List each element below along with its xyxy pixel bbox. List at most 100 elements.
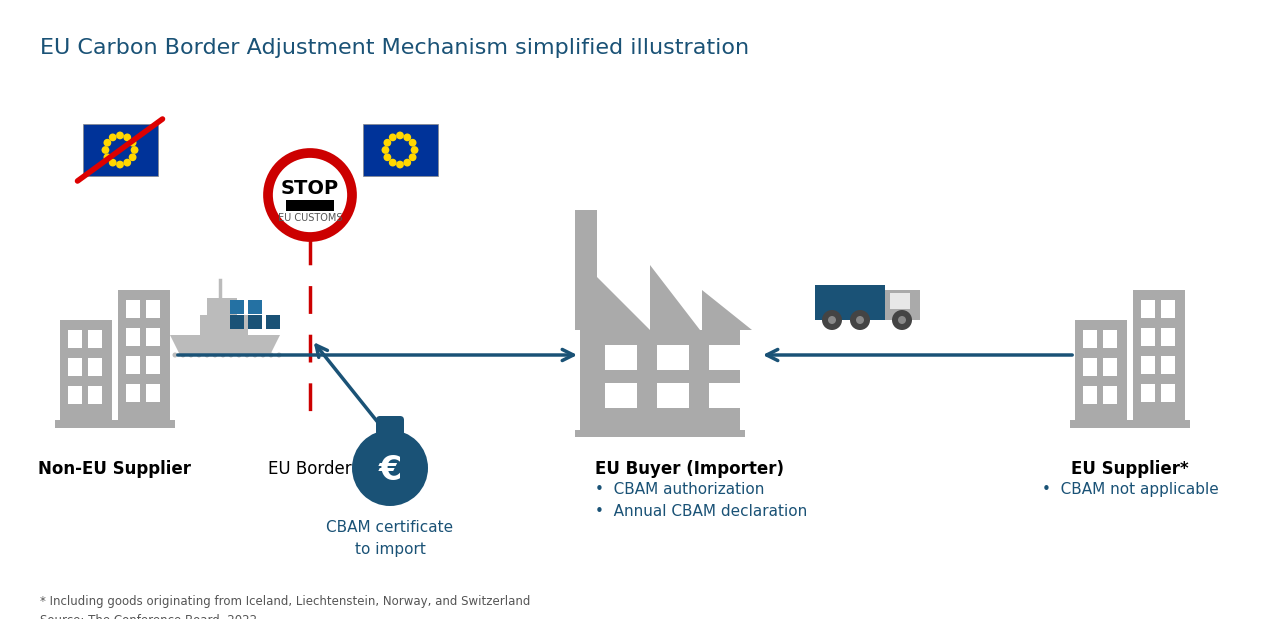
FancyBboxPatch shape — [248, 300, 262, 314]
Circle shape — [129, 154, 137, 161]
Text: EU Border: EU Border — [269, 460, 352, 478]
Text: •  CBAM authorization: • CBAM authorization — [595, 482, 764, 497]
FancyBboxPatch shape — [1075, 320, 1126, 420]
FancyBboxPatch shape — [1103, 330, 1117, 348]
Text: EU Carbon Border Adjustment Mechanism simplified illustration: EU Carbon Border Adjustment Mechanism si… — [40, 38, 749, 58]
Circle shape — [389, 158, 397, 167]
FancyBboxPatch shape — [1161, 328, 1175, 346]
Circle shape — [131, 146, 138, 154]
FancyBboxPatch shape — [125, 300, 140, 318]
Circle shape — [173, 352, 178, 358]
Circle shape — [180, 352, 186, 358]
Text: €: € — [379, 454, 402, 487]
Circle shape — [101, 146, 109, 154]
Circle shape — [129, 139, 137, 147]
Text: * Including goods originating from Iceland, Liechtenstein, Norway, and Switzerla: * Including goods originating from Icela… — [40, 595, 530, 619]
Polygon shape — [595, 275, 650, 330]
FancyBboxPatch shape — [580, 330, 740, 430]
FancyBboxPatch shape — [82, 124, 157, 176]
FancyBboxPatch shape — [709, 383, 741, 408]
FancyBboxPatch shape — [1103, 358, 1117, 376]
Circle shape — [104, 154, 111, 161]
Circle shape — [205, 352, 210, 358]
FancyBboxPatch shape — [1140, 384, 1155, 402]
Circle shape — [269, 352, 274, 358]
Circle shape — [244, 352, 250, 358]
Circle shape — [411, 146, 419, 154]
FancyBboxPatch shape — [657, 383, 689, 408]
FancyBboxPatch shape — [88, 358, 102, 376]
Circle shape — [268, 153, 352, 237]
FancyBboxPatch shape — [890, 293, 910, 309]
FancyBboxPatch shape — [376, 416, 404, 436]
Text: •  CBAM not applicable: • CBAM not applicable — [1042, 482, 1219, 497]
Text: EU Supplier*: EU Supplier* — [1071, 460, 1189, 478]
Circle shape — [856, 316, 864, 324]
Circle shape — [252, 352, 257, 358]
FancyBboxPatch shape — [575, 430, 745, 437]
FancyBboxPatch shape — [88, 330, 102, 348]
Text: EU CUSTOMS: EU CUSTOMS — [278, 213, 342, 223]
FancyBboxPatch shape — [68, 330, 82, 348]
FancyBboxPatch shape — [230, 315, 244, 329]
FancyBboxPatch shape — [285, 200, 334, 211]
Circle shape — [822, 310, 842, 330]
Circle shape — [109, 134, 116, 141]
Circle shape — [109, 158, 116, 167]
Text: STOP: STOP — [280, 180, 339, 199]
Text: CBAM certificate
to import: CBAM certificate to import — [326, 520, 453, 557]
FancyBboxPatch shape — [125, 384, 140, 402]
Circle shape — [384, 139, 392, 147]
Circle shape — [403, 158, 411, 167]
FancyBboxPatch shape — [248, 315, 262, 329]
FancyBboxPatch shape — [1140, 328, 1155, 346]
FancyBboxPatch shape — [146, 328, 160, 346]
Polygon shape — [650, 265, 700, 330]
Circle shape — [403, 134, 411, 141]
Circle shape — [396, 161, 404, 168]
FancyBboxPatch shape — [815, 285, 884, 320]
FancyBboxPatch shape — [88, 386, 102, 404]
FancyBboxPatch shape — [709, 345, 741, 370]
FancyBboxPatch shape — [1140, 356, 1155, 374]
FancyBboxPatch shape — [362, 124, 438, 176]
Text: •  Annual CBAM declaration: • Annual CBAM declaration — [595, 504, 808, 519]
FancyBboxPatch shape — [200, 315, 248, 337]
FancyBboxPatch shape — [1161, 356, 1175, 374]
FancyBboxPatch shape — [55, 420, 175, 428]
Circle shape — [389, 134, 397, 141]
FancyBboxPatch shape — [230, 300, 244, 314]
Circle shape — [384, 154, 392, 161]
Circle shape — [123, 134, 131, 141]
Circle shape — [123, 158, 131, 167]
FancyBboxPatch shape — [1083, 330, 1097, 348]
Circle shape — [892, 310, 911, 330]
Circle shape — [116, 161, 124, 168]
FancyBboxPatch shape — [1083, 358, 1097, 376]
Circle shape — [188, 352, 193, 358]
FancyBboxPatch shape — [657, 345, 689, 370]
Circle shape — [408, 154, 416, 161]
FancyBboxPatch shape — [1070, 420, 1190, 428]
Circle shape — [899, 316, 906, 324]
FancyBboxPatch shape — [118, 290, 170, 420]
Circle shape — [828, 316, 836, 324]
Circle shape — [261, 352, 265, 358]
FancyBboxPatch shape — [146, 356, 160, 374]
Circle shape — [197, 352, 201, 358]
Circle shape — [237, 352, 242, 358]
FancyBboxPatch shape — [1140, 300, 1155, 318]
Circle shape — [116, 132, 124, 139]
Circle shape — [276, 352, 282, 358]
Polygon shape — [170, 335, 280, 355]
FancyBboxPatch shape — [207, 298, 237, 316]
Text: EU Buyer (Importer): EU Buyer (Importer) — [595, 460, 783, 478]
FancyBboxPatch shape — [605, 383, 637, 408]
FancyBboxPatch shape — [125, 328, 140, 346]
FancyBboxPatch shape — [884, 290, 920, 320]
FancyBboxPatch shape — [146, 300, 160, 318]
Circle shape — [352, 430, 428, 506]
Circle shape — [850, 310, 870, 330]
FancyBboxPatch shape — [146, 384, 160, 402]
Circle shape — [229, 352, 233, 358]
